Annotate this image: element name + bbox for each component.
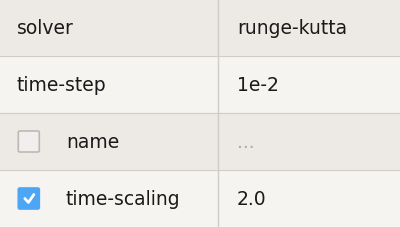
Text: 1e-2: 1e-2 [237, 76, 279, 95]
Bar [0, 114, 400, 170]
Text: time-scaling: time-scaling [66, 189, 181, 208]
Bar [0, 170, 400, 227]
Bar [0, 0, 400, 57]
Text: time-step: time-step [17, 76, 106, 95]
Text: 2.0: 2.0 [237, 189, 266, 208]
Text: ...: ... [237, 132, 254, 151]
Text: name: name [66, 132, 119, 151]
FancyBboxPatch shape [18, 131, 39, 152]
Bar [0, 57, 400, 114]
Text: solver: solver [17, 19, 74, 38]
Text: runge-kutta: runge-kutta [237, 19, 347, 38]
FancyBboxPatch shape [18, 188, 39, 209]
